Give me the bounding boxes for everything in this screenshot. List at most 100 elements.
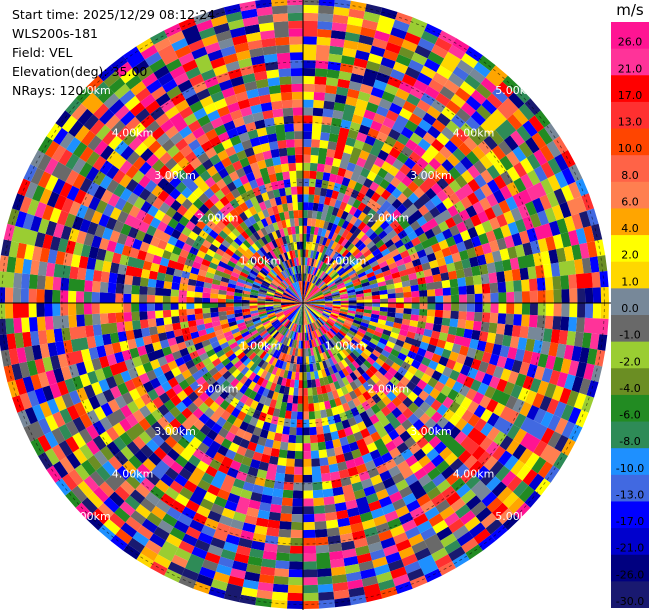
nrays-value: 120 (59, 83, 84, 98)
ray-cells (86, 452, 162, 531)
ray-cells (303, 325, 318, 586)
ray-cells (405, 380, 417, 392)
ray-cells (234, 42, 287, 229)
ray-cells (334, 344, 347, 360)
ray-cells (81, 192, 171, 243)
colorbar-tick-label: -21.0 (616, 542, 644, 555)
ray-cells (521, 303, 531, 315)
ray-cells (453, 200, 466, 214)
ray-cells (406, 331, 561, 386)
ray-cells (193, 175, 225, 211)
ray-cells (344, 392, 389, 475)
ray-cells (308, 147, 320, 203)
colorbar-swatch (611, 75, 649, 103)
ray-cells (303, 115, 313, 124)
ray-cells (262, 208, 276, 233)
ray-cells (370, 374, 458, 466)
ray-cells (346, 434, 362, 459)
ray-cells (157, 189, 225, 244)
ray-cells (244, 147, 282, 239)
ray-cells (334, 321, 568, 470)
ray-cells (321, 314, 329, 320)
ray-cells (317, 233, 369, 288)
ray-cells (116, 321, 126, 333)
ray-cells (312, 83, 374, 268)
ray-cells (230, 188, 241, 199)
ray-cells (327, 415, 340, 441)
ray-cells (255, 323, 264, 330)
elevation-label: Elevation(deg): (12, 64, 108, 79)
ray-cells (179, 420, 233, 500)
ray-cells (80, 340, 130, 362)
colorbar-tick-label: 4.0 (621, 222, 639, 235)
ray-cells (262, 150, 273, 160)
colorbar-tick-label: 17.0 (618, 89, 643, 102)
ray-cells (255, 338, 292, 429)
ray-cells (150, 30, 293, 284)
ray-cells (202, 158, 261, 241)
ray-cells (164, 273, 174, 283)
ray-cells (177, 79, 200, 107)
colorbar-swatch (611, 581, 649, 608)
ray-cells (361, 79, 388, 128)
ray-cells (320, 335, 374, 428)
ray-cells (318, 281, 326, 289)
ray-cells (36, 314, 78, 331)
ray-cells (255, 261, 264, 270)
ray-cells (102, 227, 114, 241)
ray-cells (340, 293, 365, 300)
ray-cells (329, 315, 468, 385)
ray-cells (513, 280, 522, 292)
ray-cells (106, 150, 237, 253)
ray-cells (303, 249, 306, 258)
ray-cells (213, 522, 231, 542)
ray-cells (132, 320, 141, 330)
ray-cells (103, 71, 121, 88)
ray-cells (267, 261, 275, 270)
ray-cells (505, 395, 518, 410)
ray-cells (378, 496, 393, 508)
ray-cells (305, 340, 308, 349)
ray-cells (407, 134, 464, 193)
ray-cells (485, 518, 503, 535)
range-ring-label: 2.00km (197, 212, 239, 225)
ray-cells (312, 347, 319, 364)
ray-cells (357, 189, 392, 231)
range-ring-label: 4.00km (453, 127, 495, 140)
ray-cells (321, 343, 328, 352)
ray-cells (277, 387, 295, 467)
ray-cells (98, 65, 200, 182)
ray-cells (102, 389, 115, 403)
ray-cells (303, 490, 314, 499)
ray-cells (306, 324, 311, 341)
ray-cells (150, 262, 160, 273)
ray-cells (364, 306, 609, 335)
ray-cells (269, 284, 278, 290)
ray-cells (428, 360, 583, 442)
ray-cells (125, 332, 281, 532)
ray-cells (167, 235, 178, 246)
ray-cells (424, 207, 523, 256)
ray-cells (344, 319, 353, 325)
ray-cells (363, 360, 466, 458)
ray-cells (217, 105, 284, 255)
ray-cells (207, 397, 272, 557)
ray-cells (405, 135, 519, 226)
ray-cells (388, 465, 401, 478)
ray-cells (216, 220, 282, 283)
ray-cells (125, 116, 173, 165)
ray-cells (225, 294, 234, 300)
ray-cells (286, 147, 296, 156)
ray-cells (59, 132, 171, 214)
ray-cells (325, 137, 357, 223)
ray-cells (517, 337, 543, 354)
ray-cells (344, 563, 361, 575)
ray-cells (362, 215, 372, 225)
ray-cells (388, 165, 400, 177)
ray-cells (339, 201, 348, 211)
ray-cells (167, 30, 208, 94)
ray-cells (139, 345, 241, 418)
ray-cells (341, 444, 352, 454)
ray-cells (414, 242, 424, 253)
ray-cells (545, 225, 595, 251)
